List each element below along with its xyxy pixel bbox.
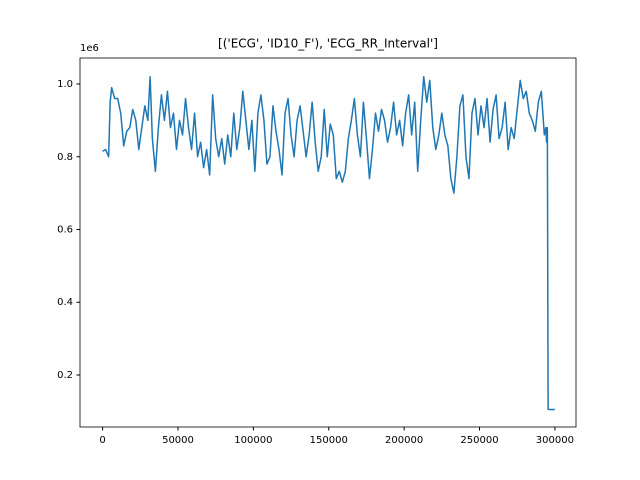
- x-tick-label: 0: [99, 435, 105, 446]
- x-tick-label: 200000: [385, 435, 423, 446]
- y-offset-label: 1e6: [80, 43, 99, 54]
- x-tick-label: 150000: [310, 435, 348, 446]
- y-tick-label: 0.8: [57, 152, 73, 163]
- x-tick-label: 250000: [460, 435, 498, 446]
- chart-title: [('ECG', 'ID10_F'), 'ECG_RR_Interval']: [218, 37, 438, 51]
- y-tick-label: 1.0: [57, 79, 73, 90]
- data-line: [102, 75, 555, 411]
- x-tick-label: 300000: [536, 435, 574, 446]
- y-tick-label: 0.4: [57, 297, 73, 308]
- y-tick-label: 0.2: [57, 370, 73, 381]
- x-tick-label: 50000: [162, 435, 194, 446]
- x-tick-label: 100000: [234, 435, 272, 446]
- y-tick-label: 0.6: [57, 224, 73, 235]
- axes-frame: [79, 57, 577, 428]
